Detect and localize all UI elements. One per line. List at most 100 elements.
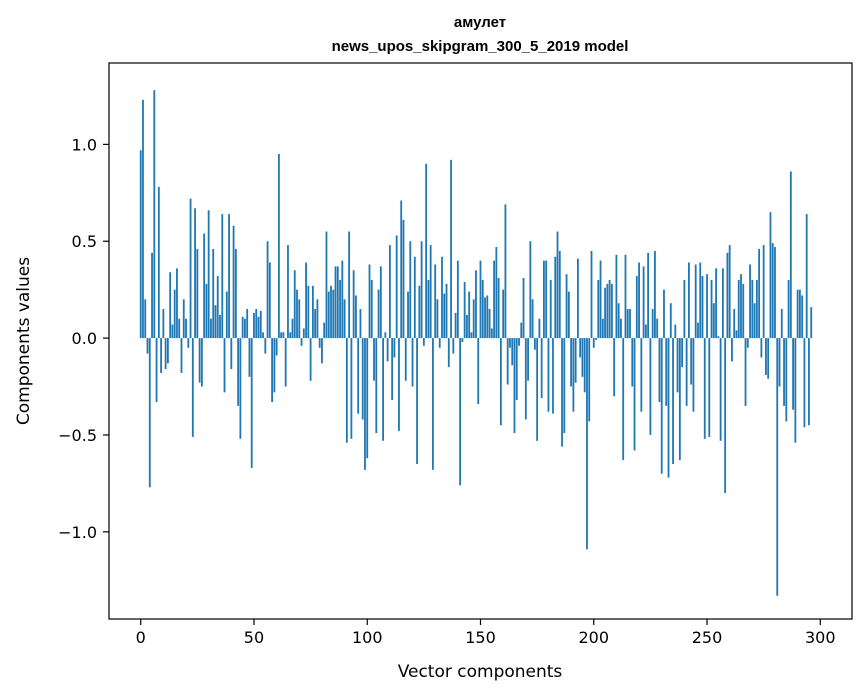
bar	[445, 283, 448, 339]
x-axis: 0 50 100 150 200 250 300	[136, 619, 836, 647]
bar	[475, 270, 477, 339]
bar	[300, 338, 303, 346]
bar	[216, 276, 219, 339]
bar	[515, 338, 518, 401]
x-tick-label: 300	[805, 628, 836, 647]
bar	[789, 171, 792, 339]
bar	[595, 338, 597, 341]
bar	[277, 154, 280, 339]
bar	[599, 260, 602, 339]
bar	[432, 338, 434, 470]
bar	[271, 338, 273, 403]
bar	[377, 289, 380, 339]
bar	[400, 200, 403, 339]
bar	[384, 332, 387, 339]
bar	[760, 338, 763, 358]
bar	[604, 287, 606, 339]
bar	[307, 285, 310, 339]
bar	[456, 260, 459, 339]
x-axis-label: Vector components	[398, 662, 563, 682]
bar	[257, 316, 260, 339]
bar	[379, 266, 382, 339]
bar	[755, 279, 758, 339]
bar	[395, 235, 398, 339]
bar	[674, 324, 677, 339]
bar	[146, 338, 149, 354]
bar	[545, 260, 548, 339]
bar	[792, 338, 795, 410]
bar	[737, 279, 740, 339]
bar	[210, 318, 212, 339]
bar	[232, 225, 235, 339]
bar	[649, 338, 652, 435]
bar	[749, 264, 751, 339]
bar	[719, 338, 722, 441]
bar	[656, 318, 659, 339]
bar	[642, 266, 645, 339]
bar	[740, 274, 742, 339]
bar	[259, 310, 262, 339]
bar	[160, 338, 162, 373]
bar	[638, 262, 640, 339]
bar	[255, 309, 258, 339]
bar	[375, 338, 378, 434]
bar	[742, 283, 745, 339]
bar	[651, 309, 654, 339]
bar	[296, 289, 298, 339]
bar	[359, 309, 362, 339]
bar	[735, 330, 738, 339]
y-tick-label: 0.0	[72, 329, 97, 348]
bar	[533, 338, 536, 350]
bar	[332, 289, 335, 339]
bar	[572, 338, 575, 412]
bar	[583, 338, 586, 393]
bar	[724, 338, 727, 494]
bar	[219, 314, 221, 339]
bar	[280, 332, 283, 339]
bar	[441, 256, 443, 339]
bar	[298, 299, 301, 339]
bar	[538, 318, 541, 339]
bar	[620, 318, 622, 339]
bar	[323, 322, 326, 339]
bar	[767, 338, 770, 379]
bar	[287, 245, 289, 339]
bar	[364, 338, 366, 470]
bar	[721, 268, 724, 339]
bar	[275, 338, 278, 356]
x-tick-label: 250	[692, 628, 723, 647]
bar	[563, 338, 566, 434]
bar	[703, 338, 706, 439]
bar	[527, 338, 529, 381]
bar	[393, 338, 396, 358]
bar	[189, 198, 192, 339]
y-tick-label: 1.0	[72, 135, 97, 154]
x-tick-label: 200	[578, 628, 609, 647]
bars-group	[139, 90, 813, 596]
bar	[803, 338, 806, 428]
bar	[801, 295, 804, 339]
bar	[798, 289, 801, 339]
bar	[706, 274, 708, 339]
bar	[590, 250, 593, 339]
bar	[203, 233, 206, 339]
bar	[402, 219, 405, 339]
bar	[407, 291, 409, 339]
bar	[228, 214, 230, 339]
bar	[341, 260, 344, 339]
bar	[443, 293, 446, 339]
bar	[787, 279, 790, 339]
bar	[608, 279, 611, 339]
bar	[225, 291, 228, 339]
x-tick-label: 0	[136, 628, 146, 647]
bar	[513, 338, 516, 434]
bar	[490, 328, 493, 339]
bar	[413, 256, 416, 339]
bar	[366, 338, 369, 459]
y-tick-label: −1.0	[58, 523, 97, 542]
x-tick-label: 100	[352, 628, 383, 647]
bar	[164, 338, 167, 370]
bar	[488, 309, 491, 339]
bar	[289, 332, 292, 339]
